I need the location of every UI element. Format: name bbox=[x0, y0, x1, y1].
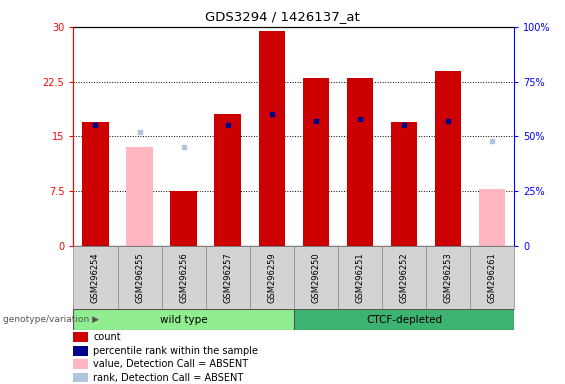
Text: wild type: wild type bbox=[160, 314, 207, 325]
Text: value, Detection Call = ABSENT: value, Detection Call = ABSENT bbox=[93, 359, 249, 369]
Bar bbox=[73, 333, 88, 342]
Bar bbox=[294, 246, 338, 309]
Bar bbox=[382, 246, 426, 309]
Text: GSM296251: GSM296251 bbox=[355, 252, 364, 303]
Text: rank, Detection Call = ABSENT: rank, Detection Call = ABSENT bbox=[93, 372, 244, 382]
Text: count: count bbox=[93, 332, 121, 342]
Text: GSM296257: GSM296257 bbox=[223, 252, 232, 303]
Bar bbox=[73, 246, 118, 309]
Bar bbox=[171, 191, 197, 246]
Bar bbox=[347, 78, 373, 246]
Text: genotype/variation ▶: genotype/variation ▶ bbox=[3, 315, 99, 324]
Text: GSM296252: GSM296252 bbox=[399, 252, 408, 303]
Bar bbox=[206, 246, 250, 309]
Bar bbox=[259, 31, 285, 246]
Bar bbox=[338, 246, 382, 309]
Bar bbox=[127, 147, 153, 246]
Text: GSM296253: GSM296253 bbox=[444, 252, 453, 303]
Text: GSM296259: GSM296259 bbox=[267, 252, 276, 303]
Text: percentile rank within the sample: percentile rank within the sample bbox=[93, 346, 258, 356]
Bar bbox=[82, 122, 108, 246]
Bar bbox=[294, 309, 514, 330]
Bar bbox=[303, 78, 329, 246]
Bar bbox=[162, 246, 206, 309]
Bar bbox=[391, 122, 417, 246]
Bar bbox=[73, 373, 88, 382]
Text: GSM296255: GSM296255 bbox=[135, 252, 144, 303]
Bar bbox=[435, 71, 461, 246]
Text: GSM296254: GSM296254 bbox=[91, 252, 100, 303]
Text: GDS3294 / 1426137_at: GDS3294 / 1426137_at bbox=[205, 10, 360, 23]
Bar bbox=[118, 246, 162, 309]
Text: GSM296261: GSM296261 bbox=[488, 252, 497, 303]
Text: GSM296256: GSM296256 bbox=[179, 252, 188, 303]
Bar bbox=[479, 189, 505, 246]
Bar bbox=[73, 309, 294, 330]
Text: CTCF-depleted: CTCF-depleted bbox=[366, 314, 442, 325]
Bar bbox=[470, 246, 514, 309]
Bar bbox=[215, 114, 241, 246]
Bar bbox=[250, 246, 294, 309]
Bar bbox=[73, 346, 88, 356]
Bar bbox=[426, 246, 470, 309]
Text: GSM296250: GSM296250 bbox=[311, 252, 320, 303]
Bar bbox=[73, 359, 88, 369]
